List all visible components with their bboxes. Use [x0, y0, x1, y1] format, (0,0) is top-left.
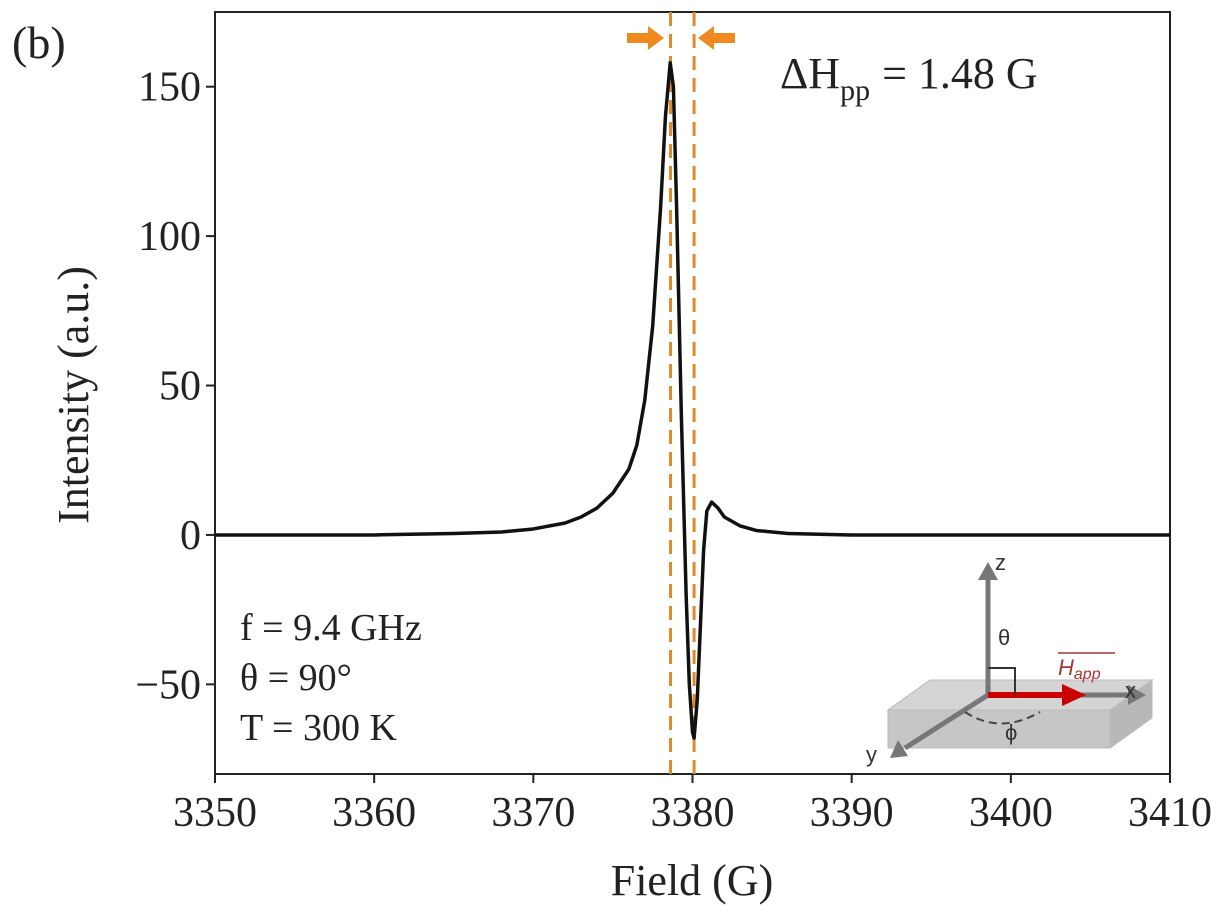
- inset-label: z: [995, 550, 1006, 575]
- linewidth-rest: = 1.48 G: [882, 49, 1038, 98]
- arrow: [627, 26, 664, 50]
- y-tick-label: 50: [159, 364, 201, 410]
- arrowhead: [1128, 685, 1146, 705]
- y-tick-label: −50: [135, 662, 201, 708]
- condition: T = 300 K: [240, 707, 397, 749]
- x-axis-label: Field (G): [611, 856, 774, 905]
- inset-label: x: [1125, 678, 1136, 703]
- y-axis-label: Intensity (a.u.): [49, 266, 98, 524]
- x-tick-label: 3410: [1128, 790, 1212, 836]
- inset-field: Happ: [1058, 655, 1101, 683]
- x-tick-label: 3400: [969, 790, 1053, 836]
- arrowhead: [890, 740, 908, 758]
- slab-front: [887, 709, 1111, 749]
- arrow: [698, 26, 735, 50]
- inset: z θ x y ϕ Happ: [866, 550, 1154, 767]
- x-tick-label: 3360: [332, 790, 416, 836]
- plot-frame: [214, 11, 1171, 775]
- spectrum-line: [215, 61, 1170, 740]
- x-tick-label: 3380: [651, 790, 735, 836]
- y-tick-label: 150: [138, 65, 201, 111]
- right-angle: [988, 667, 1016, 695]
- condition: θ = 90°: [240, 657, 352, 699]
- inset-label: y: [866, 742, 877, 767]
- linewidth-sub: pp: [840, 74, 870, 107]
- linewidth-label: ΔHpp = 1.48 G: [780, 49, 1038, 107]
- arrowhead: [1062, 684, 1086, 706]
- x-tick-label: 3370: [491, 790, 575, 836]
- field-main: H: [1058, 655, 1074, 680]
- x-tick-label: 3350: [173, 790, 257, 836]
- inset-label: θ: [998, 625, 1010, 650]
- phi-arc: [964, 711, 1041, 725]
- arrowhead: [978, 562, 998, 580]
- y-tick-label: 100: [138, 214, 201, 260]
- inset-label: ϕ: [1005, 720, 1017, 745]
- condition: f = 9.4 GHz: [240, 607, 422, 649]
- field-sub: app: [1074, 666, 1101, 683]
- linewidth-main: ΔH: [780, 49, 840, 98]
- panel-label: (b): [12, 17, 66, 68]
- y-tick-label: 0: [180, 513, 201, 559]
- x-tick-label: 3390: [810, 790, 894, 836]
- axis-y: [903, 692, 990, 751]
